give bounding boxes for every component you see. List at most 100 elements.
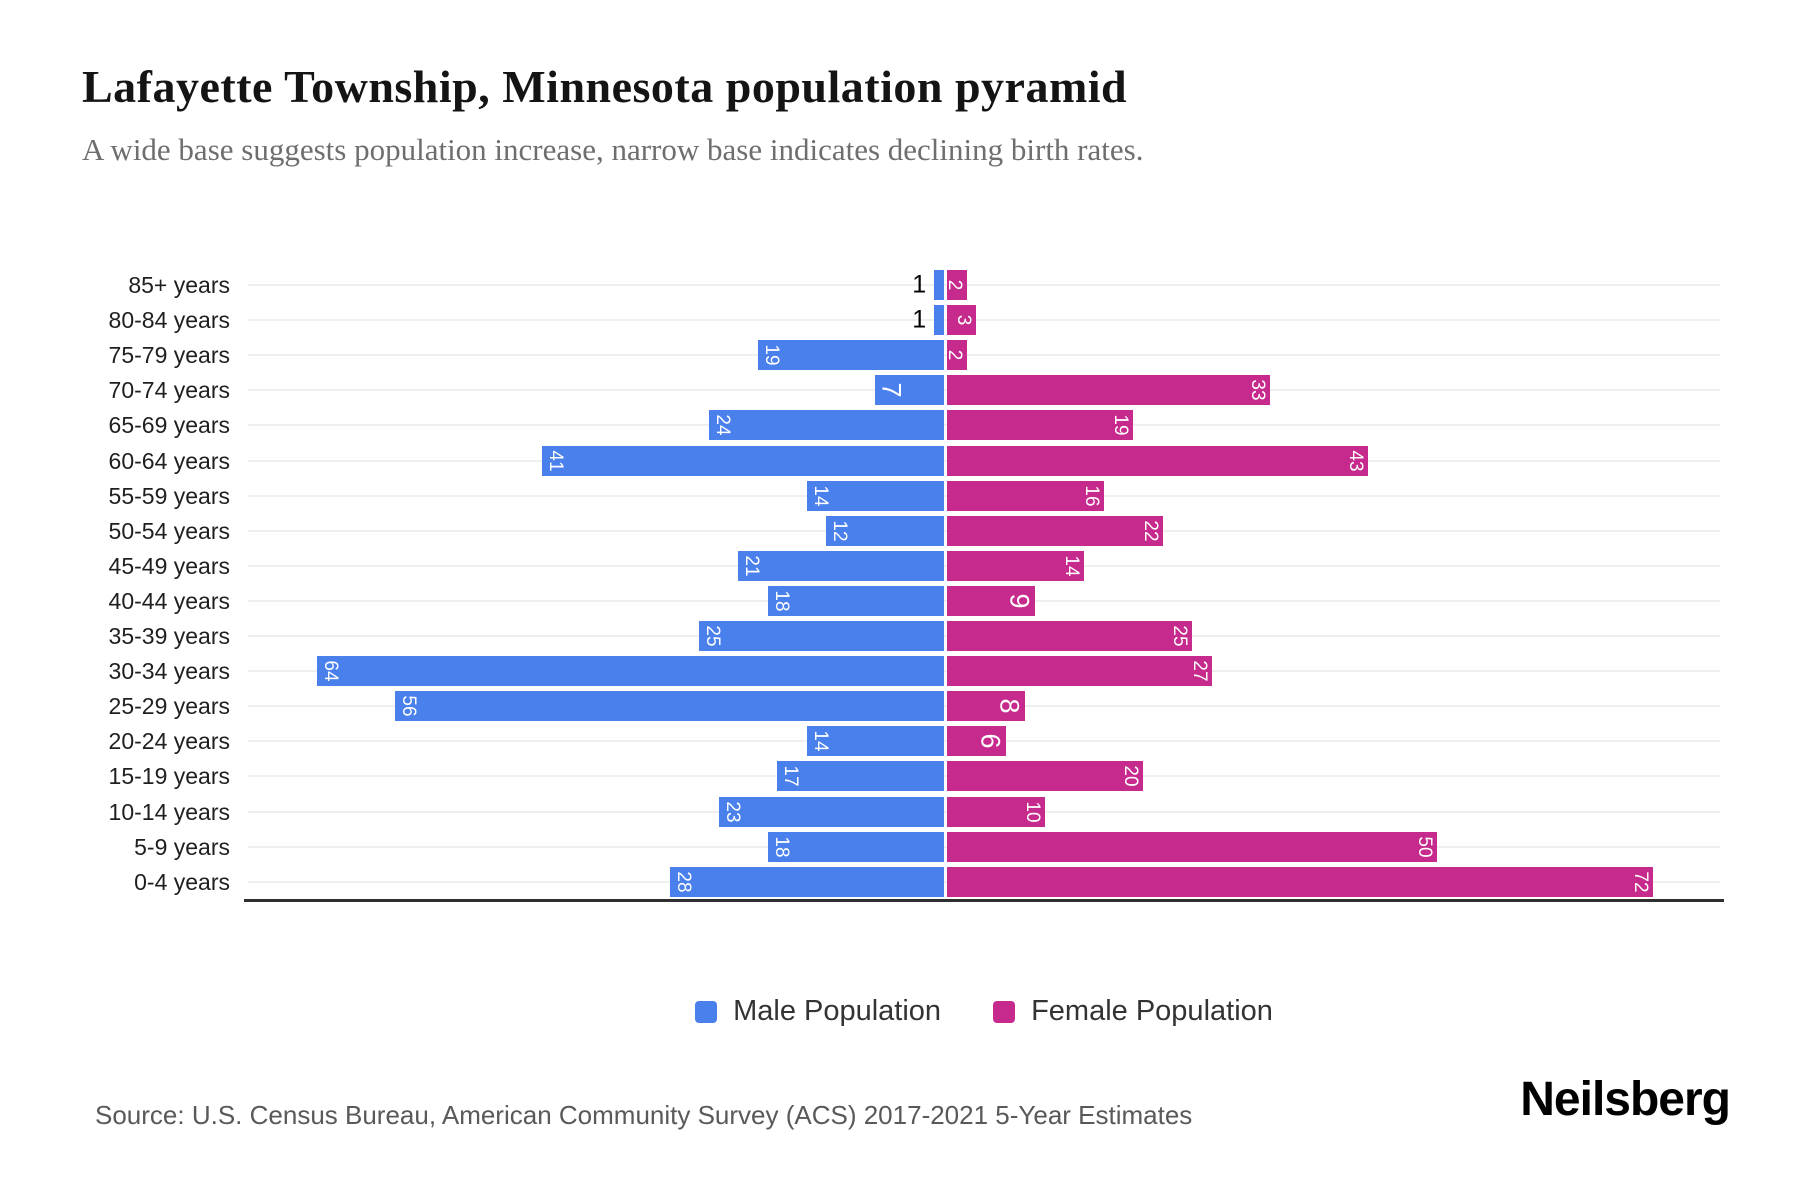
female-bar[interactable] bbox=[947, 480, 1104, 511]
bar-value-label: 2 bbox=[943, 349, 965, 361]
male-bar[interactable] bbox=[767, 585, 944, 616]
female-bar[interactable] bbox=[947, 410, 1134, 441]
y-axis-label: 25-29 years bbox=[108, 693, 230, 720]
category-gridline bbox=[248, 284, 1720, 286]
bar-value-label: 3 bbox=[953, 314, 975, 326]
male-bar[interactable] bbox=[395, 691, 944, 722]
female-legend-marker-icon bbox=[993, 1000, 1016, 1023]
female-bar[interactable] bbox=[947, 305, 977, 336]
y-axis-label: 20-24 years bbox=[108, 728, 230, 755]
bar-value-label: 50 bbox=[1414, 836, 1435, 858]
y-axis-label: 55-59 years bbox=[108, 482, 230, 509]
bar-value-label: 19 bbox=[1110, 414, 1132, 436]
female-bar[interactable] bbox=[947, 340, 967, 371]
bar-value-label: 16 bbox=[1080, 485, 1102, 507]
bar-value-label: 1 bbox=[912, 270, 927, 299]
brand-logo: Neilsberg bbox=[1520, 1073, 1731, 1126]
category-gridline bbox=[248, 319, 1720, 322]
y-axis-label: 85+ years bbox=[128, 272, 230, 298]
bar-value-label: 43 bbox=[1345, 449, 1367, 472]
male-bar[interactable] bbox=[767, 831, 944, 862]
male-bar[interactable] bbox=[542, 445, 944, 476]
male-bar[interactable] bbox=[777, 761, 944, 792]
male-bar[interactable] bbox=[316, 656, 944, 687]
bar-value-label: 25 bbox=[702, 625, 723, 647]
y-axis-label: 70-74 years bbox=[108, 377, 230, 404]
bar-value-label: 2 bbox=[943, 279, 965, 291]
female-bar[interactable] bbox=[947, 550, 1085, 581]
male-bar[interactable] bbox=[738, 550, 944, 581]
bar-value-label: 17 bbox=[780, 765, 802, 787]
y-axis-label: 35-39 years bbox=[108, 623, 230, 649]
female-bar[interactable] bbox=[947, 375, 1271, 406]
male-bar[interactable] bbox=[806, 480, 944, 511]
male-bar[interactable] bbox=[826, 515, 944, 546]
y-axis-label: 45-49 years bbox=[108, 552, 230, 579]
bar-value-label: 56 bbox=[398, 695, 420, 717]
female-bar[interactable] bbox=[947, 656, 1212, 687]
y-axis-label: 65-69 years bbox=[108, 412, 230, 439]
bar-value-label: 21 bbox=[741, 555, 763, 577]
male-legend-marker-icon bbox=[695, 1000, 718, 1023]
bar-value-label: 14 bbox=[809, 730, 831, 752]
bar-value-label: 1 bbox=[912, 305, 927, 334]
legend-item-label: Male Population bbox=[733, 995, 942, 1027]
bar-value-label: 7 bbox=[876, 382, 907, 398]
y-axis-label: 40-44 years bbox=[108, 587, 230, 614]
male-bar[interactable] bbox=[934, 305, 944, 336]
male-bar[interactable] bbox=[934, 270, 944, 300]
male-bar[interactable] bbox=[699, 621, 944, 651]
female-bar[interactable] bbox=[947, 691, 1026, 722]
bar-value-label: 8 bbox=[994, 698, 1025, 714]
female-bar[interactable] bbox=[947, 796, 1045, 827]
source-note: Source: U.S. Census Bureau, American Com… bbox=[95, 1100, 1193, 1130]
bar-value-label: 27 bbox=[1188, 660, 1210, 682]
bar-value-label: 10 bbox=[1022, 800, 1043, 823]
male-bar[interactable] bbox=[708, 410, 944, 441]
page-title: Lafayette Township, Minnesota population… bbox=[82, 61, 1128, 112]
bar-value-label: 24 bbox=[711, 414, 733, 436]
bar-value-label: 19 bbox=[760, 344, 782, 366]
female-bar[interactable] bbox=[947, 621, 1192, 651]
bar-value-label: 28 bbox=[672, 871, 694, 893]
male-bar[interactable] bbox=[806, 726, 944, 757]
female-bar[interactable] bbox=[947, 726, 1006, 757]
legend-item-male[interactable]: Male Population bbox=[695, 995, 941, 1028]
y-axis-label: 15-19 years bbox=[108, 763, 230, 790]
y-axis-label: 50-54 years bbox=[108, 517, 230, 544]
bar-value-label: 6 bbox=[975, 733, 1006, 749]
bar-value-label: 14 bbox=[809, 485, 831, 507]
male-bar[interactable] bbox=[875, 375, 944, 406]
y-axis-label: 10-14 years bbox=[108, 798, 230, 825]
female-bar[interactable] bbox=[947, 761, 1143, 792]
female-bar[interactable] bbox=[947, 866, 1653, 897]
male-bar[interactable] bbox=[757, 340, 944, 371]
y-axis-label: 5-9 years bbox=[134, 833, 230, 860]
female-bar[interactable] bbox=[947, 515, 1163, 546]
male-bar[interactable] bbox=[718, 796, 944, 827]
female-bar[interactable] bbox=[947, 270, 967, 300]
female-bar[interactable] bbox=[947, 831, 1437, 862]
bar-value-label: 18 bbox=[770, 836, 792, 858]
bar-value-label: 64 bbox=[319, 660, 341, 682]
bar-value-label: 23 bbox=[721, 800, 743, 823]
female-bar[interactable] bbox=[947, 585, 1036, 616]
bar-value-label: 9 bbox=[1004, 593, 1035, 609]
male-bar[interactable] bbox=[669, 866, 944, 897]
legend-item-label: Female Population bbox=[1031, 995, 1273, 1027]
female-bar[interactable] bbox=[947, 445, 1369, 476]
y-axis-label: 80-84 years bbox=[108, 307, 230, 334]
bar-value-label: 33 bbox=[1247, 379, 1269, 401]
legend-item-female[interactable]: Female Population bbox=[993, 995, 1273, 1028]
legend: Male Population Female Population bbox=[248, 995, 1720, 1028]
bar-value-label: 20 bbox=[1120, 765, 1141, 787]
page-subtitle: A wide base suggests population increase… bbox=[82, 132, 1144, 167]
bar-value-label: 12 bbox=[829, 520, 851, 542]
bar-value-label: 25 bbox=[1169, 625, 1190, 647]
y-axis-label: 0-4 years bbox=[134, 868, 230, 895]
y-axis-label: 30-34 years bbox=[108, 658, 230, 685]
bar-value-label: 18 bbox=[770, 590, 792, 612]
bar-value-label: 22 bbox=[1139, 520, 1161, 542]
